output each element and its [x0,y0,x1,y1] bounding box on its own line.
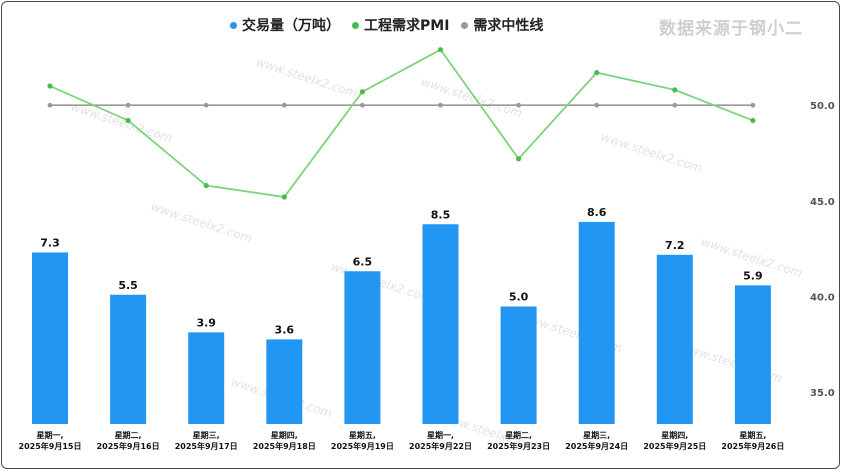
x-tick-label-weekday: 星期三, [583,430,610,440]
legend-marker-volume [230,21,237,29]
bar-value-label: 5.0 [509,291,529,304]
neutral-point [672,102,678,108]
x-tick-label-weekday: 星期一, [427,430,454,440]
neutral-line-series [47,102,756,108]
x-tick-label-date: 2025年9月18日 [253,441,316,451]
pmi-point [672,87,678,93]
legend-marker-pmi [352,21,359,29]
bar [656,254,693,424]
chart-legend: 交易量（万吨） 工程需求PMI 需求中性线 [230,14,543,36]
neutral-point [750,102,756,108]
pmi-line [49,48,754,198]
right-axis-tick: 50.0 [810,101,835,112]
x-tick-label-date: 2025年9月23日 [487,441,550,451]
bar-value-label: 5.9 [743,269,763,282]
right-axis-tick: 45.0 [810,197,835,208]
pmi-point [281,194,287,200]
legend-item-pmi[interactable]: 工程需求PMI [352,15,449,35]
bar [188,332,225,424]
watermark-text: www.steelx2.com [254,55,359,101]
x-tick-label-weekday: 星期二, [505,430,532,440]
neutral-point [594,102,600,108]
pmi-point [359,89,365,95]
bar [578,221,615,424]
x-tick-label-weekday: 星期四, [661,430,688,440]
watermark-text: www.steelx2.com [599,130,704,176]
neutral-point [125,102,131,108]
legend-label-pmi: 工程需求PMI [364,18,450,34]
legend-item-volume[interactable]: 交易量（万吨） [230,15,340,35]
x-tick-label-date: 2025年9月24日 [565,441,628,451]
bar-value-label: 6.5 [353,255,373,268]
pmi-point [750,117,756,124]
bar-value-label: 5.5 [118,279,138,292]
neutral-point [438,102,443,108]
x-tick-label-weekday: 星期二, [115,430,142,440]
x-tick-label-weekday: 星期五, [349,430,376,440]
right-axis-tick: 35.0 [810,388,835,399]
x-tick-label-weekday: 星期五, [739,430,766,440]
x-tick-label-date: 2025年9月25日 [643,441,706,451]
neutral-point [516,102,521,108]
watermark-text: www.steelx2.com [69,100,174,146]
bar-series: 7.3 5.5 3.9 3.6 6.5 8.5 5.0 8.6 7.2 5.9 [32,206,771,424]
legend-label-neutral: 需求中性线 [473,18,544,34]
pmi-point [437,47,444,53]
neutral-point [203,102,209,108]
right-axis-tick: 40.0 [810,293,835,304]
x-tick-label-date: 2025年9月26日 [721,441,784,451]
x-tick-label-date: 2025年9月17日 [175,441,238,451]
bar [344,271,381,424]
watermark-text: www.steelx2.com [149,200,254,246]
legend-item-neutral[interactable]: 需求中性线 [461,15,543,35]
neutral-point [47,102,53,108]
bar [734,285,771,424]
bar [422,224,459,424]
bar-value-label: 7.3 [40,236,60,249]
x-axis: 星期一,2025年9月15日星期二,2025年9月16日星期三,2025年9月1… [19,430,785,451]
right-axis: 35.0 40.0 45.0 50.0 [810,101,835,399]
x-tick-label-date: 2025年9月19日 [331,441,394,451]
legend-marker-neutral [461,21,469,29]
pmi-line-series [47,47,756,200]
x-tick-label-date: 2025年9月22日 [409,441,472,451]
source-note: 数据来源于钢小二 [659,19,803,39]
x-tick-label-weekday: 星期一, [36,430,63,440]
bar-value-label: 8.6 [587,206,607,219]
pmi-point [203,182,209,189]
x-tick-label-weekday: 星期三, [193,430,220,440]
watermark-text: www.steelx2.com [419,75,524,121]
bar [266,339,303,424]
bar-value-label: 3.6 [275,323,295,336]
x-tick-label-date: 2025年9月15日 [19,441,82,451]
pmi-point [516,156,522,162]
bar [110,294,147,424]
legend-label-volume: 交易量（万吨） [242,18,340,34]
neutral-point [281,102,287,108]
bar-value-label: 8.5 [431,208,451,221]
x-tick-label-date: 2025年9月16日 [97,441,160,451]
neutral-point [360,102,365,108]
bar [500,306,537,424]
bar-value-label: 3.9 [196,316,216,329]
pmi-point [594,70,600,76]
bar-value-label: 7.2 [665,239,685,252]
x-tick-label-weekday: 星期四, [271,430,298,440]
pmi-point [125,117,131,124]
pmi-point [47,83,53,89]
bar [32,252,68,424]
